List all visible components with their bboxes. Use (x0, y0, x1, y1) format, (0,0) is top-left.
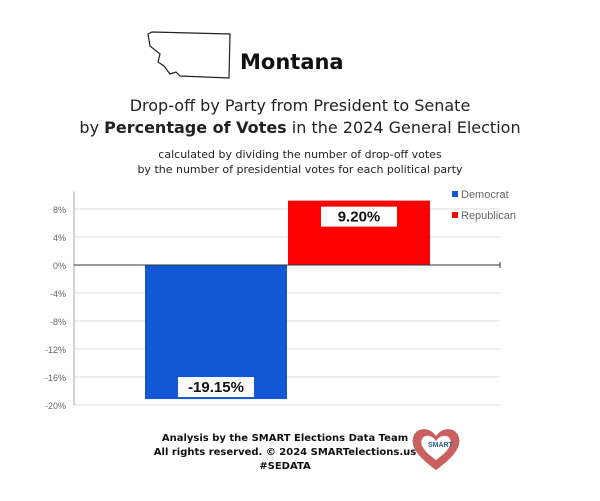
bar-chart: -20% -16% -12% -8% -4% 0% 4% 8% -19.15% 9.20% Demo… (45, 189, 516, 411)
legend-swatch (452, 212, 458, 218)
chart-title-line1: Drop-off by Party from President to Sena… (129, 96, 471, 115)
y-tick-label: -4% (50, 289, 66, 299)
data-label: -19.15% (188, 379, 244, 396)
legend-label: Republican (461, 210, 516, 222)
chart-subtitle-line2: by the number of presidential votes for … (137, 163, 463, 176)
y-tick-label: -8% (50, 317, 66, 327)
data-label-box (178, 377, 254, 398)
state-name: Montana (240, 50, 344, 74)
legend-label: Democrat (461, 189, 509, 201)
bar-democrat (145, 265, 287, 400)
y-tick-label: -16% (45, 373, 66, 383)
chart-subtitle-line1: calculated by dividing the number of dro… (158, 148, 442, 161)
y-tick-label: 8% (53, 205, 66, 215)
smart-elections-logo: SMART (412, 429, 460, 470)
y-tick-label: 4% (53, 233, 66, 243)
y-tick-label: -20% (45, 401, 66, 411)
legend-swatch (452, 191, 458, 197)
svg-text:SMART: SMART (428, 442, 454, 449)
y-tick-label: 0% (53, 261, 66, 271)
y-tick-label: -12% (45, 345, 66, 355)
montana-outline-icon (147, 31, 231, 79)
data-label-box (321, 206, 397, 227)
chart-title-line2: by Percentage of Votes in the 2024 Gener… (79, 118, 521, 137)
data-label: 9.20% (338, 209, 381, 226)
footer-credit: Analysis by the SMART Elections Data Tea… (153, 433, 417, 472)
